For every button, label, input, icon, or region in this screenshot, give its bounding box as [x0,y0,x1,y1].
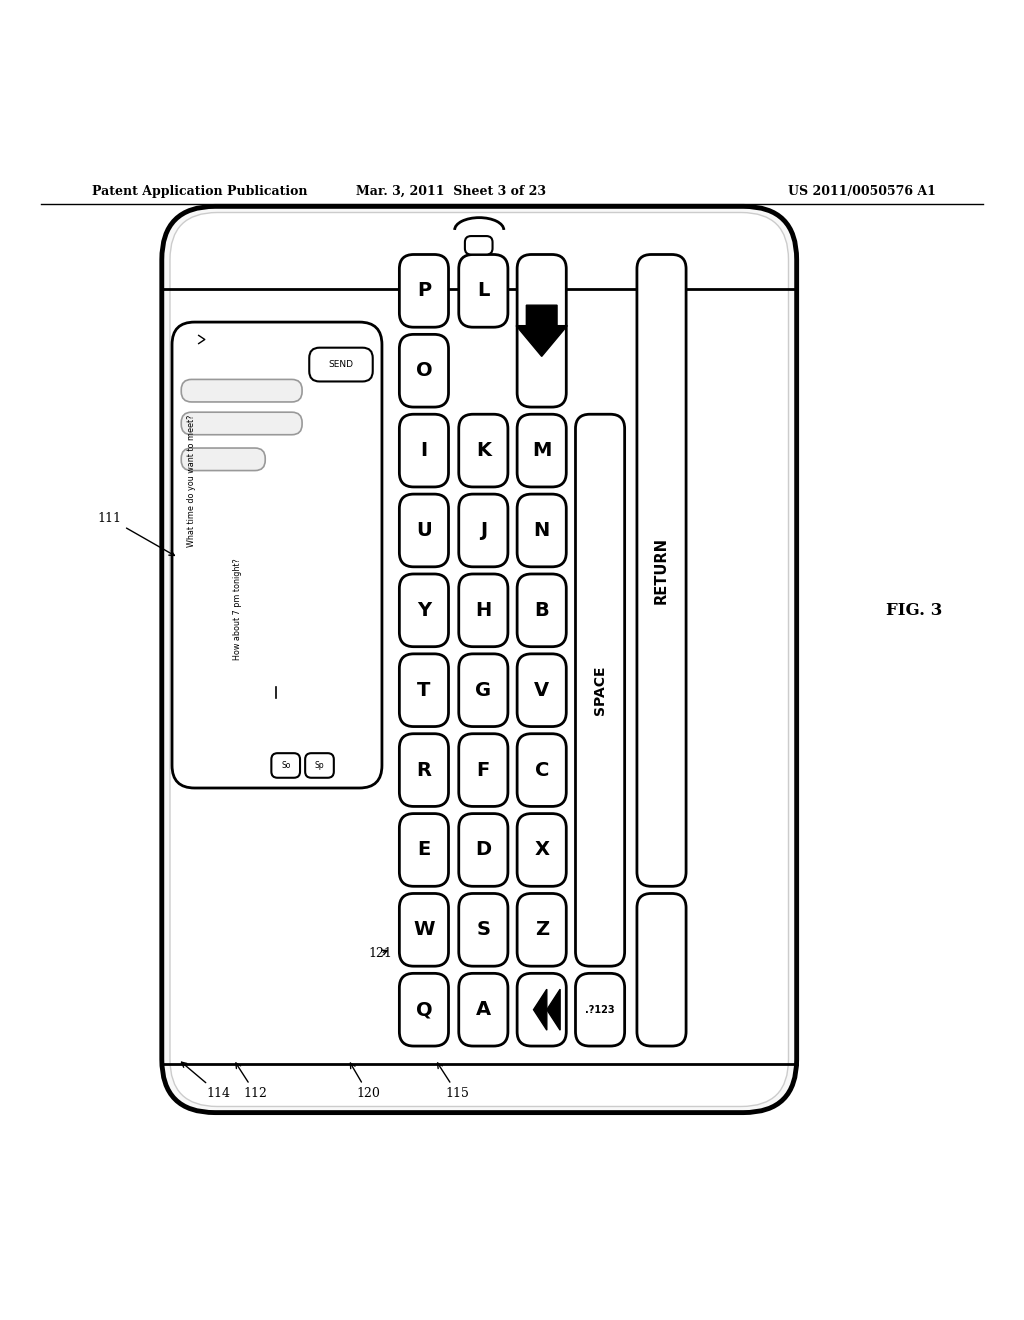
FancyBboxPatch shape [399,414,449,487]
Text: Z: Z [535,920,549,940]
FancyBboxPatch shape [575,414,625,966]
FancyBboxPatch shape [181,379,302,403]
Text: 121: 121 [369,946,392,960]
FancyBboxPatch shape [517,734,566,807]
FancyBboxPatch shape [399,494,449,566]
FancyBboxPatch shape [399,334,449,407]
Polygon shape [547,989,560,1030]
FancyBboxPatch shape [181,412,302,434]
Text: FIG. 3: FIG. 3 [886,602,942,619]
Text: What time do you want to meet?: What time do you want to meet? [187,414,197,548]
FancyBboxPatch shape [517,894,566,966]
Text: 120: 120 [350,1063,380,1101]
Text: F: F [477,760,489,780]
Text: B: B [535,601,549,620]
FancyBboxPatch shape [162,206,797,1113]
FancyBboxPatch shape [181,447,265,470]
Polygon shape [534,989,547,1030]
Text: C: C [535,760,549,780]
Text: M: M [532,441,551,461]
FancyBboxPatch shape [637,894,686,1045]
FancyBboxPatch shape [459,734,508,807]
Text: 111: 111 [97,512,174,556]
FancyBboxPatch shape [399,574,449,647]
Text: Sp: Sp [314,760,325,770]
Text: V: V [535,681,549,700]
Text: US 2011/0050576 A1: US 2011/0050576 A1 [788,185,936,198]
Text: E: E [418,841,430,859]
FancyBboxPatch shape [399,973,449,1045]
Text: 112: 112 [236,1063,267,1101]
FancyBboxPatch shape [517,494,566,566]
FancyBboxPatch shape [170,213,788,1106]
FancyBboxPatch shape [305,754,334,777]
Text: X: X [535,841,549,859]
Text: Y: Y [417,601,431,620]
Text: Patent Application Publication: Patent Application Publication [92,185,307,198]
FancyBboxPatch shape [459,653,508,726]
FancyBboxPatch shape [459,494,508,566]
FancyBboxPatch shape [517,813,566,886]
FancyBboxPatch shape [399,255,449,327]
Text: L: L [477,281,489,301]
Text: S: S [476,920,490,940]
FancyBboxPatch shape [271,754,300,777]
FancyBboxPatch shape [575,973,625,1045]
FancyBboxPatch shape [517,973,566,1045]
Text: I: I [421,441,427,461]
FancyBboxPatch shape [399,894,449,966]
Text: J: J [480,521,486,540]
FancyBboxPatch shape [459,973,508,1045]
Text: A: A [476,1001,490,1019]
FancyBboxPatch shape [399,653,449,726]
FancyBboxPatch shape [459,813,508,886]
FancyBboxPatch shape [172,322,382,788]
FancyBboxPatch shape [459,574,508,647]
Text: W: W [414,920,434,940]
Text: U: U [416,521,432,540]
Text: .?123: .?123 [586,1005,614,1015]
FancyBboxPatch shape [309,347,373,381]
FancyBboxPatch shape [399,813,449,886]
Text: 114: 114 [181,1063,230,1101]
Text: D: D [475,841,492,859]
Text: 115: 115 [437,1063,469,1101]
FancyBboxPatch shape [459,894,508,966]
Text: Q: Q [416,1001,432,1019]
Text: Mar. 3, 2011  Sheet 3 of 23: Mar. 3, 2011 Sheet 3 of 23 [355,185,546,198]
Text: So: So [281,760,291,770]
Text: H: H [475,601,492,620]
FancyBboxPatch shape [517,574,566,647]
FancyBboxPatch shape [465,236,493,255]
Text: How about 7 pm tonight?: How about 7 pm tonight? [233,558,243,660]
Text: G: G [475,681,492,700]
FancyBboxPatch shape [399,734,449,807]
FancyBboxPatch shape [459,414,508,487]
Text: SEND: SEND [329,359,353,368]
Text: T: T [417,681,431,700]
Text: K: K [476,441,490,461]
FancyBboxPatch shape [517,653,566,726]
FancyBboxPatch shape [637,255,686,886]
Text: SPACE: SPACE [593,665,607,715]
Text: N: N [534,521,550,540]
FancyBboxPatch shape [517,414,566,487]
FancyBboxPatch shape [459,255,508,327]
FancyBboxPatch shape [517,255,566,407]
Text: P: P [417,281,431,301]
Text: RETURN: RETURN [654,537,669,605]
Text: R: R [417,760,431,780]
Text: O: O [416,362,432,380]
Polygon shape [516,305,567,356]
